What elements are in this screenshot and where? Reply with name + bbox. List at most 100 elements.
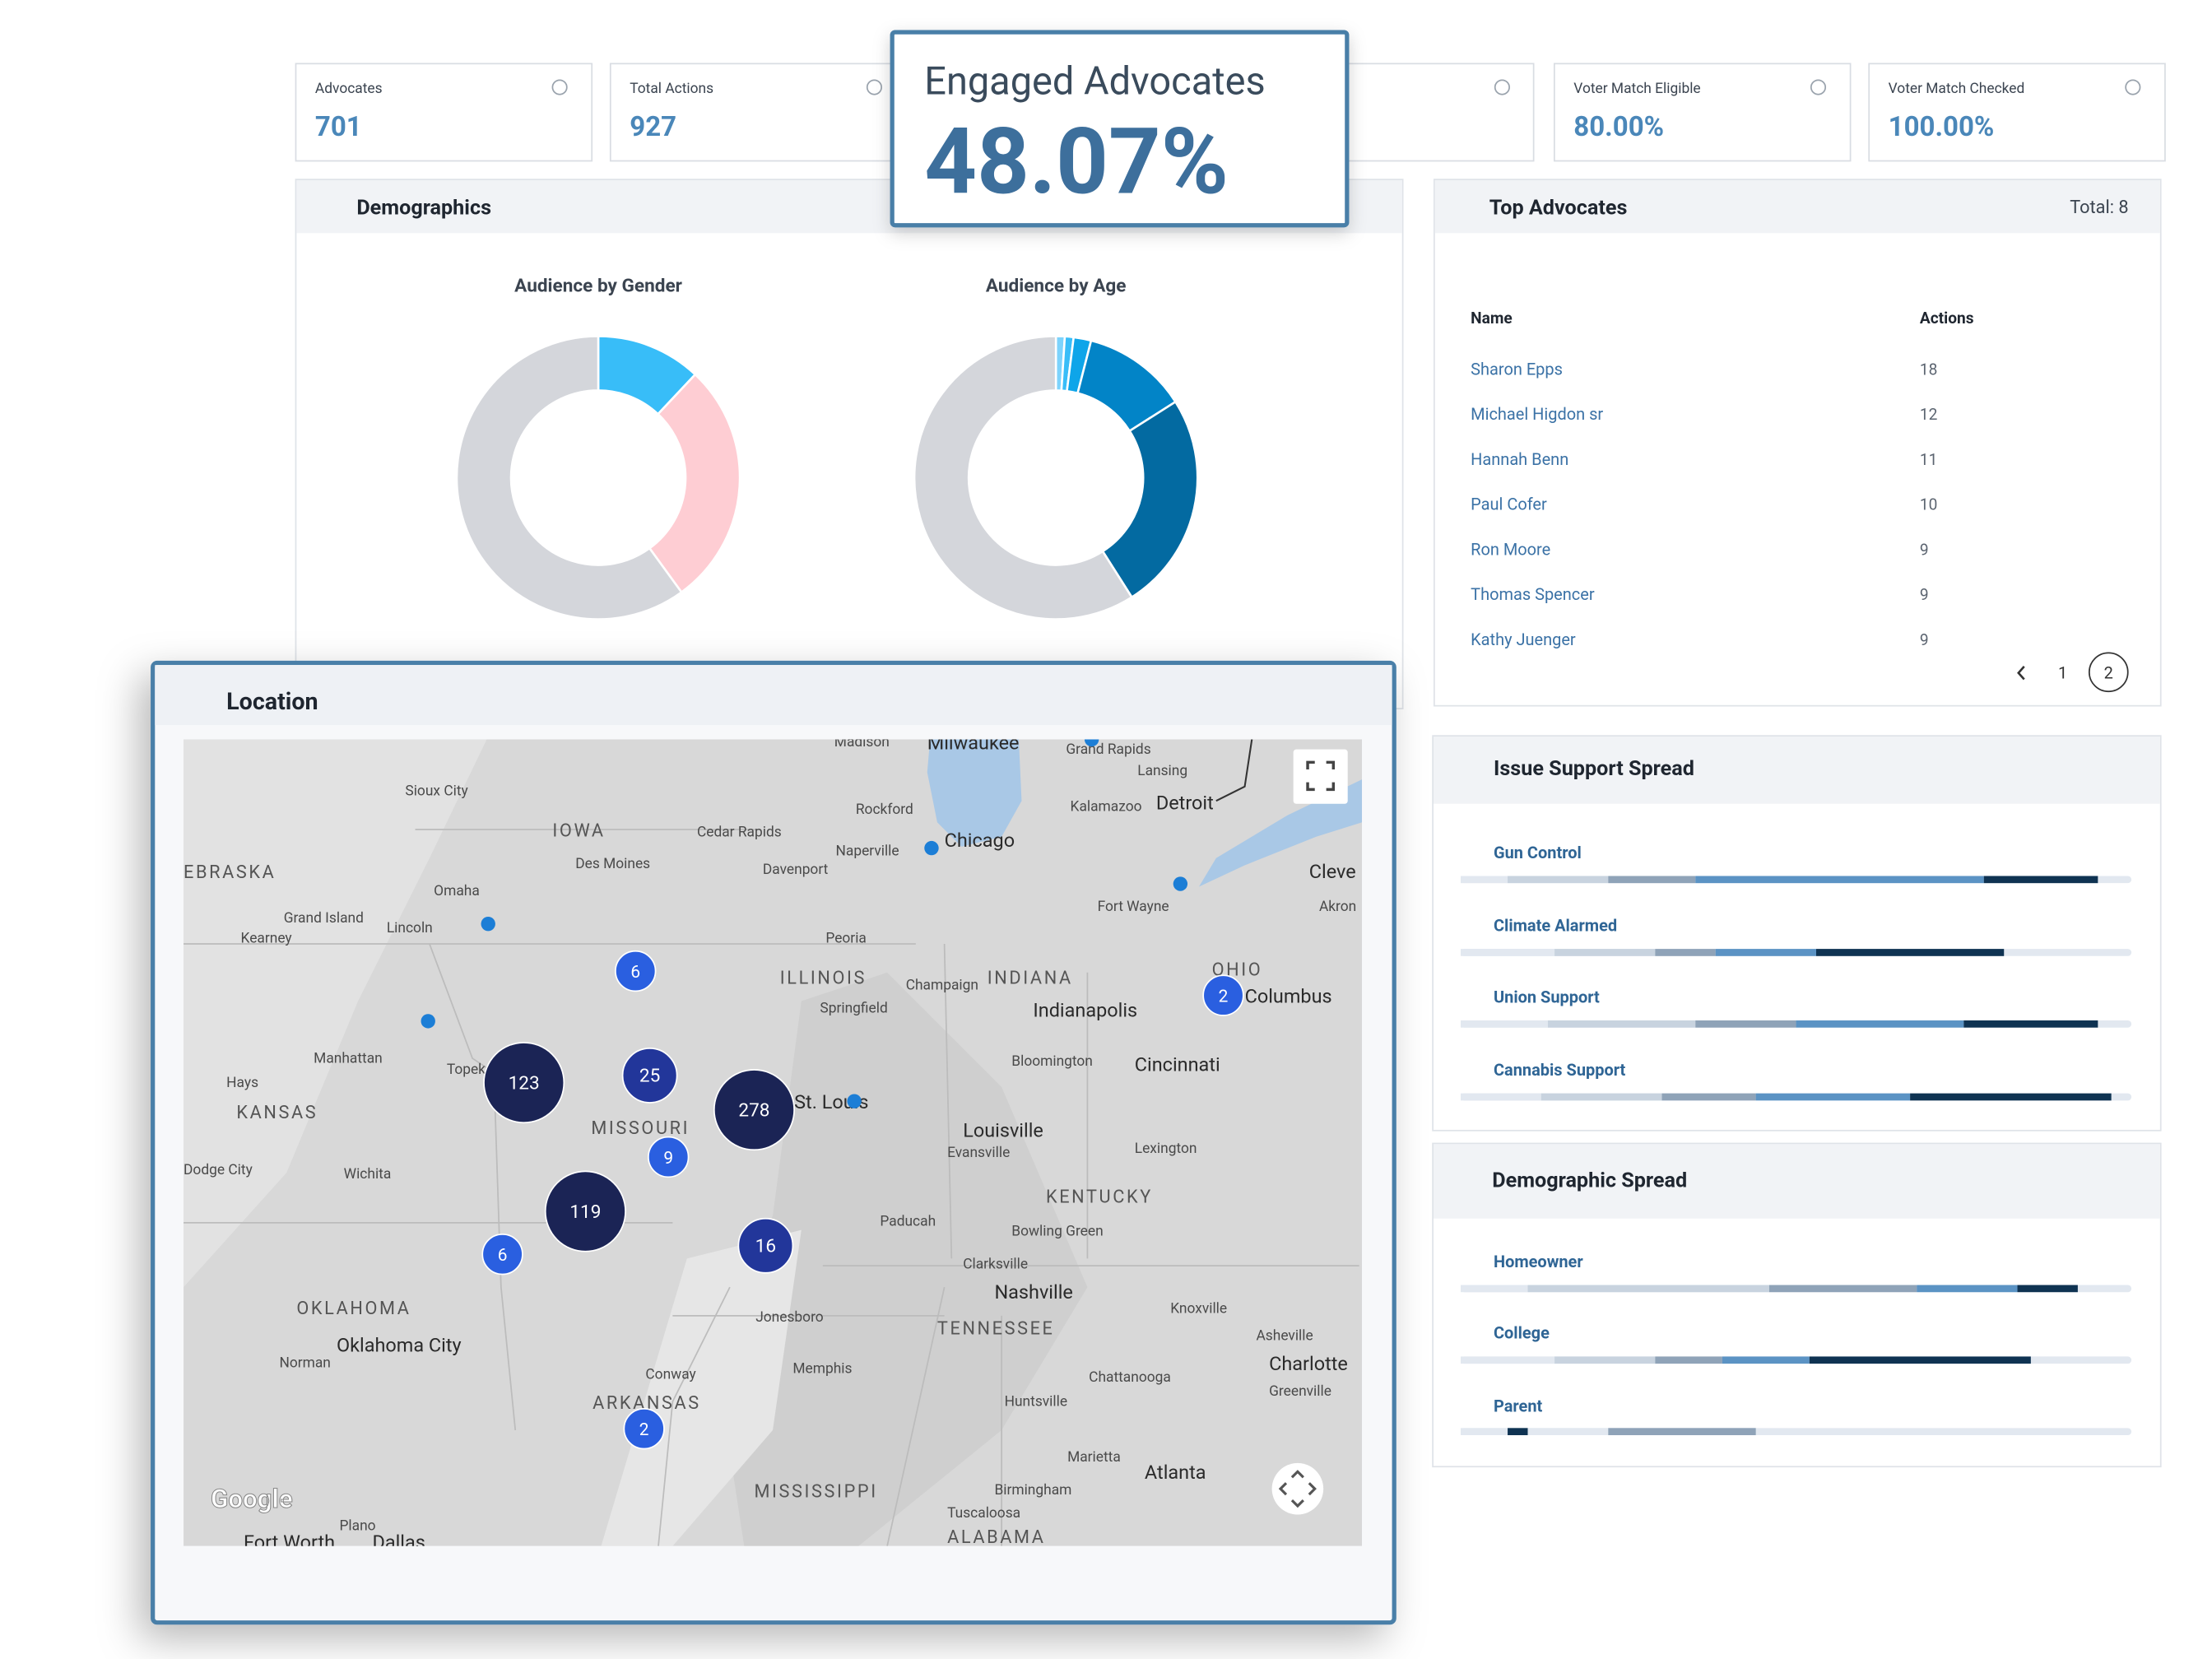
spread-segment <box>1527 1285 1769 1293</box>
map-marker[interactable] <box>1084 732 1099 747</box>
advocate-actions: 12 <box>1920 405 1938 424</box>
total-count: Total: 8 <box>2070 198 2128 218</box>
page-prev[interactable] <box>2017 666 2025 681</box>
stat-value: 927 <box>630 111 676 143</box>
page-active[interactable] <box>2088 652 2129 693</box>
map-place: Norman <box>279 1355 330 1371</box>
spread-segment <box>1461 1020 1548 1028</box>
cluster-count: 6 <box>498 1246 508 1266</box>
spread-segment <box>1608 876 1696 884</box>
advocate-name[interactable]: Thomas Spencer <box>1471 584 1595 604</box>
advocate-actions: 11 <box>1920 450 1937 469</box>
map-place: Springfield <box>820 1000 887 1016</box>
map-place: Plano <box>339 1518 375 1535</box>
map-place: KENTUCKY <box>1046 1187 1153 1208</box>
help-icon[interactable] <box>1494 79 1510 95</box>
advocate-actions: 10 <box>1920 495 1937 514</box>
map-place: Evansville <box>947 1145 1010 1161</box>
panel-title: Location <box>226 687 318 715</box>
spread-segment <box>1461 1428 1508 1436</box>
map-place: Charlotte <box>1269 1352 1348 1375</box>
spread-segment <box>1461 1356 1555 1364</box>
map-place: Columbus <box>1245 984 1332 1007</box>
fullscreen-button[interactable] <box>1293 749 1348 804</box>
advocate-name[interactable]: Kathy Juenger <box>1471 630 1576 649</box>
stat-label: Voter Match Eligible <box>1573 81 1700 97</box>
map-place: Madison <box>834 734 890 750</box>
map-marker[interactable] <box>481 917 495 932</box>
spread-segment <box>1661 1093 1756 1101</box>
map-cluster[interactable] <box>623 1407 665 1450</box>
advocate-name[interactable]: Ron Moore <box>1471 539 1550 559</box>
map-cluster[interactable] <box>615 950 657 992</box>
spread-label: Parent <box>1494 1396 1543 1415</box>
advocate-actions: 9 <box>1920 585 1929 604</box>
advocate-name[interactable]: Paul Cofer <box>1471 495 1547 514</box>
help-icon[interactable] <box>551 79 568 95</box>
map-place: Topeka <box>447 1062 494 1078</box>
page-number[interactable]: 2 <box>2104 663 2113 683</box>
map-place: Conway <box>645 1366 695 1382</box>
map-place: Peoria <box>825 930 866 946</box>
map-pan-button[interactable] <box>1271 1462 1324 1515</box>
map-place: Dallas <box>372 1531 425 1554</box>
map-cluster[interactable] <box>483 1042 565 1124</box>
stat-card <box>295 63 593 162</box>
map-place: ILLINOIS <box>780 969 867 989</box>
map-place: Wichita <box>344 1166 392 1183</box>
panel-header <box>1434 179 2160 234</box>
cluster-count: 119 <box>569 1201 601 1223</box>
map-place: Jonesboro <box>755 1309 824 1326</box>
map-place: Cleve <box>1309 860 1356 883</box>
map-place: Manhattan <box>314 1050 383 1066</box>
map-cluster[interactable] <box>737 1217 794 1274</box>
map-cluster[interactable] <box>481 1233 523 1276</box>
cluster-count: 16 <box>755 1235 776 1257</box>
map-cluster[interactable] <box>713 1069 795 1151</box>
map-marker[interactable] <box>421 1014 435 1029</box>
map-place: Chattanooga <box>1089 1369 1171 1386</box>
column-header: Name <box>1471 309 1513 328</box>
map-place: Grand Rapids <box>1066 741 1150 758</box>
spread-segment <box>1796 1020 1964 1028</box>
spread-segment <box>1917 1285 2018 1293</box>
advocate-name[interactable]: Hannah Benn <box>1471 449 1568 469</box>
map-marker[interactable] <box>924 840 939 856</box>
panel <box>1433 179 2162 707</box>
help-icon[interactable] <box>2125 79 2141 95</box>
map-marker[interactable] <box>847 1094 862 1108</box>
map-cluster[interactable] <box>647 1136 690 1178</box>
column-header: Actions <box>1920 309 1974 328</box>
terrain <box>715 972 1088 1546</box>
map-place: Kalamazoo <box>1071 798 1142 815</box>
map[interactable]: Madison Milwaukee Grand Rapids Lansing Sioux… <box>184 732 1363 1554</box>
highlight-label: Engaged Advocates <box>924 59 1265 105</box>
panel-title: Demographics <box>356 197 491 221</box>
map-place: Nashville <box>994 1280 1072 1304</box>
map-place: ALABAMA <box>947 1527 1046 1548</box>
map-cluster[interactable] <box>621 1048 678 1104</box>
fullscreen-icon <box>1306 760 1336 792</box>
spread-segment <box>1695 876 1984 884</box>
spread-segment <box>1809 1356 2031 1364</box>
help-icon[interactable] <box>866 79 883 95</box>
page-number[interactable]: 1 <box>2058 663 2067 683</box>
map-place: MISSOURI <box>591 1118 690 1139</box>
map-marker[interactable] <box>1173 876 1188 891</box>
stat-card <box>1553 63 1852 162</box>
spread-segment <box>1461 949 1555 956</box>
stat-card <box>1868 63 2166 162</box>
cluster-count: 25 <box>639 1065 660 1087</box>
terrain <box>601 1229 802 1546</box>
spread-segment <box>1461 1285 1528 1293</box>
spread-segment <box>1461 876 1508 884</box>
advocate-name[interactable]: Michael Higdon sr <box>1471 404 1603 424</box>
map-place: Detroit <box>1156 792 1214 815</box>
stat-label: Total Actions <box>630 81 713 97</box>
help-icon[interactable] <box>1810 79 1827 95</box>
map-cluster[interactable] <box>544 1170 626 1252</box>
advocate-name[interactable]: Sharon Epps <box>1471 359 1563 379</box>
map-cluster[interactable] <box>1202 974 1244 1016</box>
